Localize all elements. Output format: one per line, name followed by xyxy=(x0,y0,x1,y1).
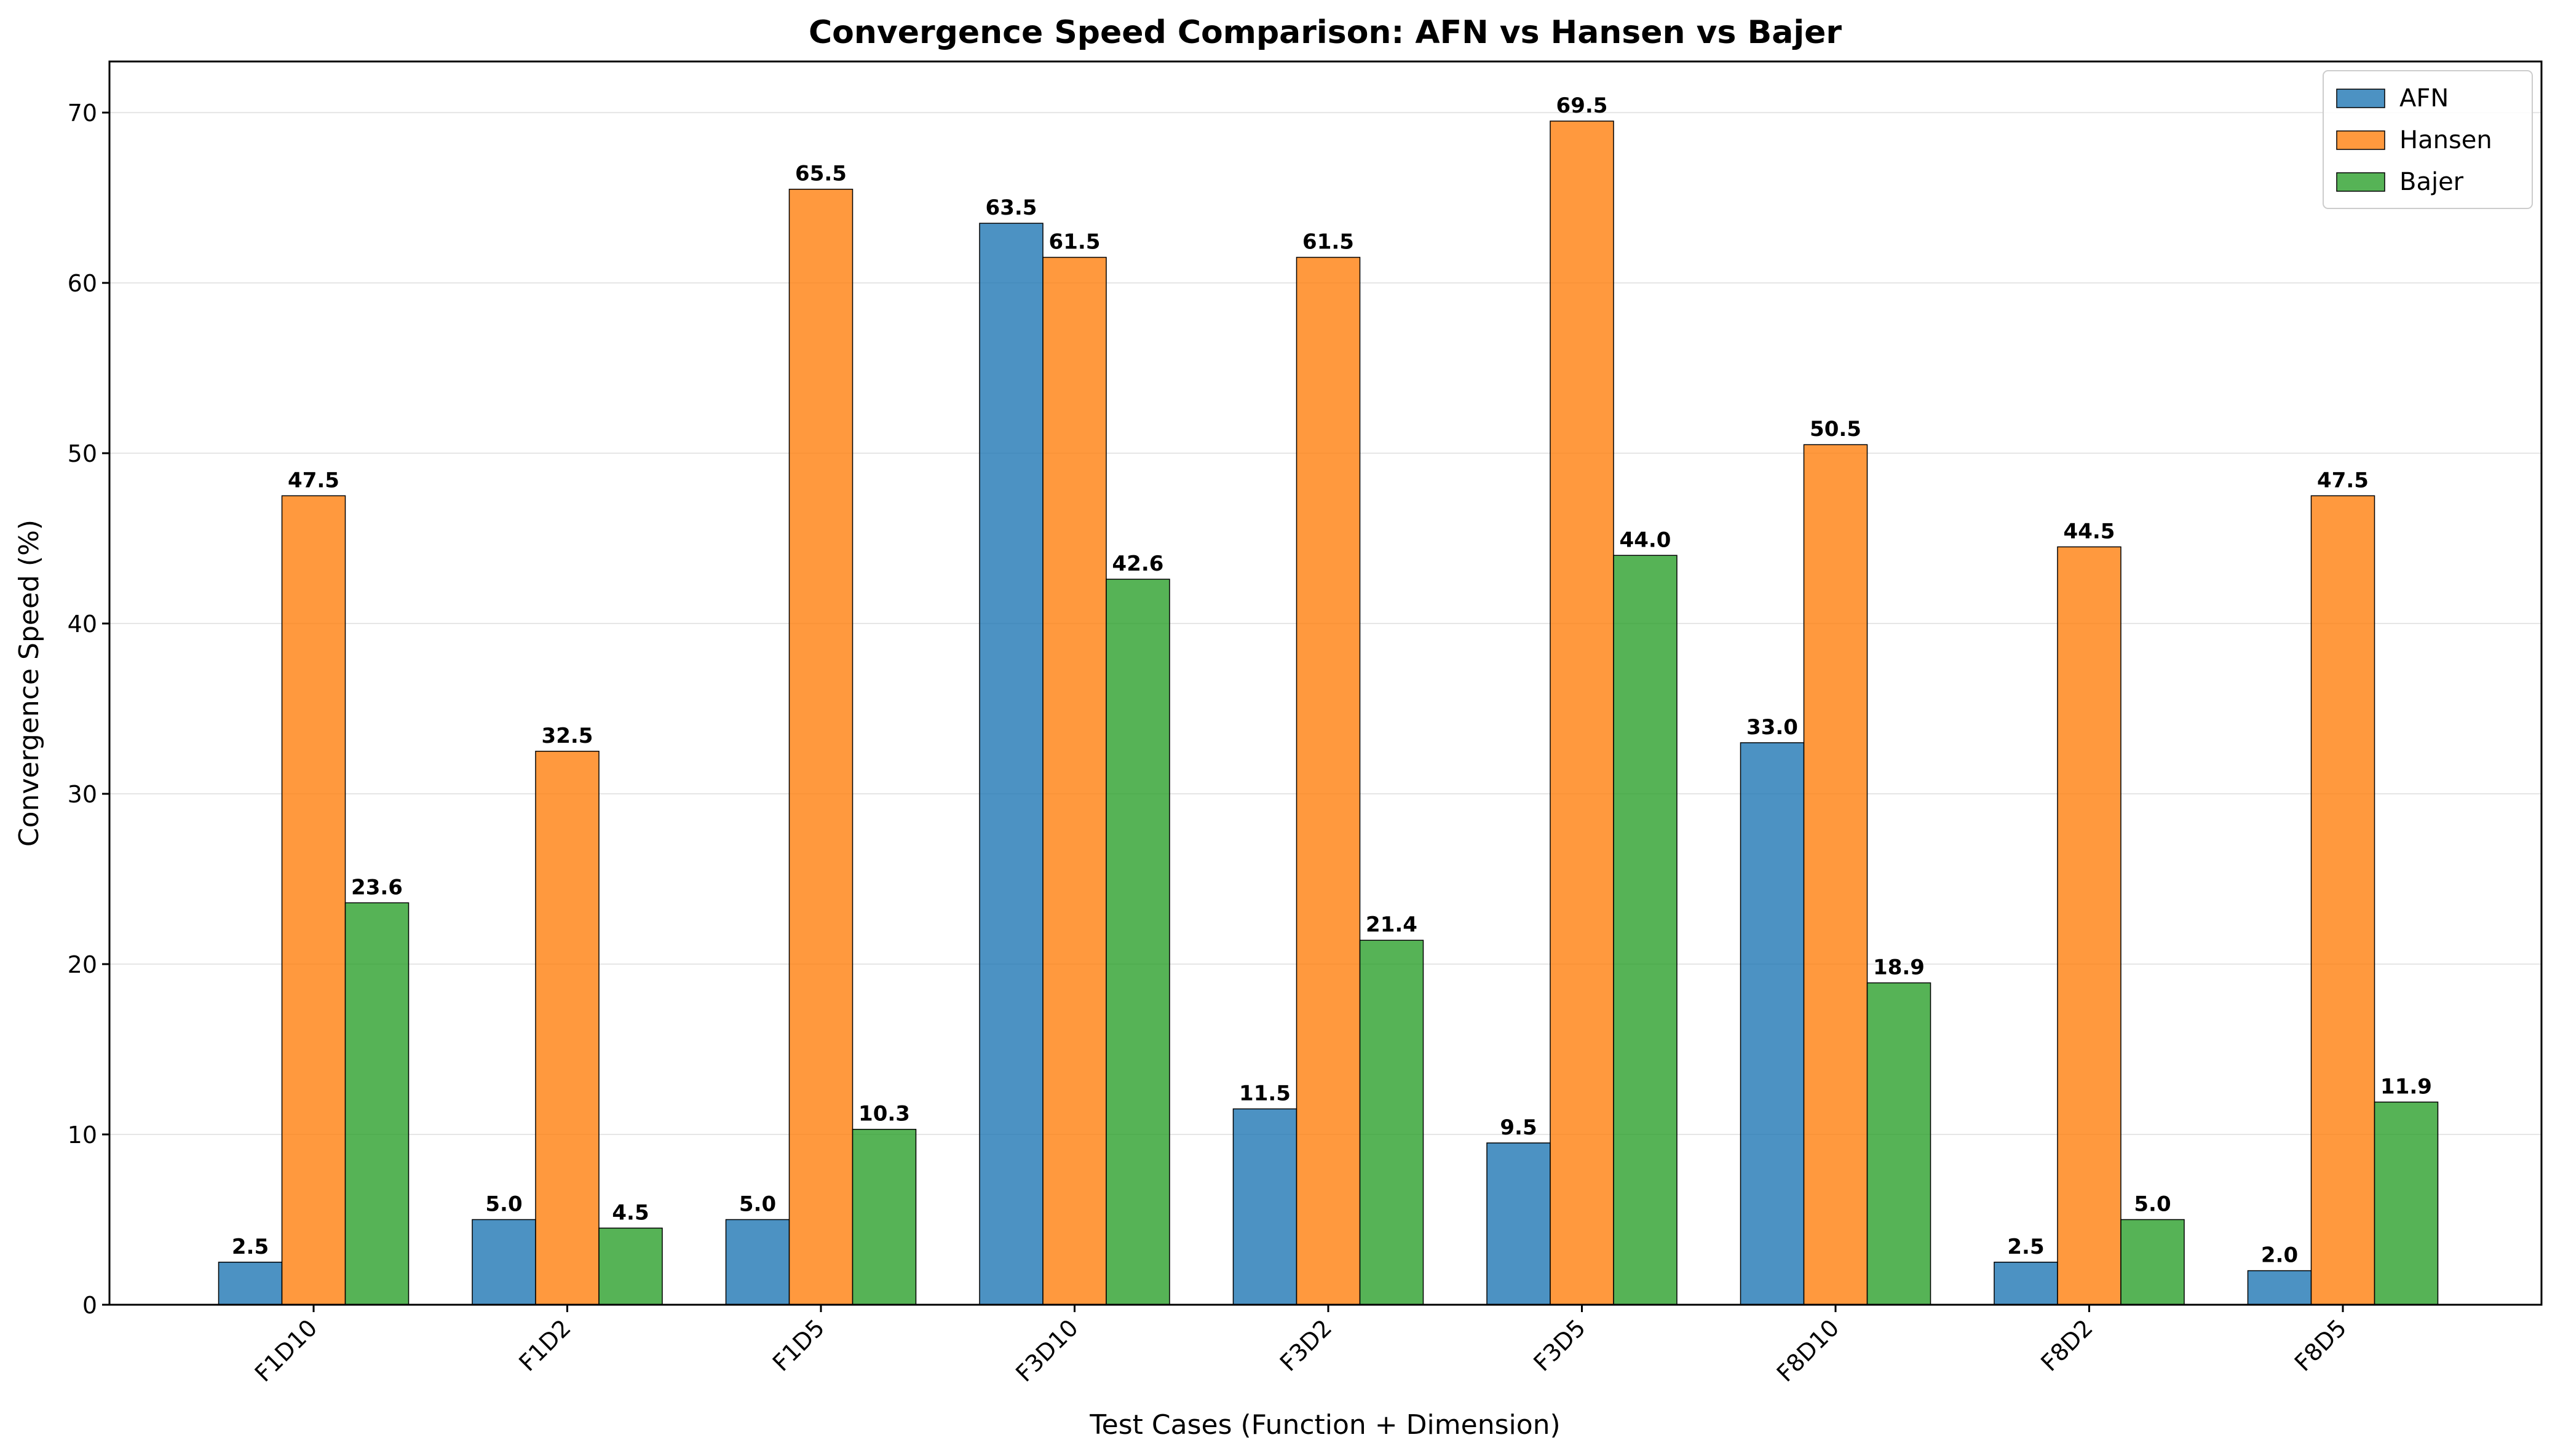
bar-afn-f1d10 xyxy=(218,1262,283,1305)
data-label: 18.9 xyxy=(1873,955,1925,979)
bar-afn-f3d10 xyxy=(979,223,1044,1305)
data-label: 23.6 xyxy=(351,875,403,900)
data-label: 42.6 xyxy=(1112,552,1164,576)
bar-hansen-f8d5 xyxy=(2310,495,2375,1305)
bar-afn-f8d5 xyxy=(2247,1270,2312,1305)
y-tick-label: 50 xyxy=(68,440,97,467)
bar-hansen-f3d5 xyxy=(1550,121,1614,1305)
y-tick-label: 0 xyxy=(82,1292,97,1319)
data-label: 50.5 xyxy=(1810,417,1861,441)
x-axis-label: Test Cases (Function + Dimension) xyxy=(1089,1409,1560,1441)
legend-label-bajer: Bajer xyxy=(2399,168,2464,196)
data-label: 33.0 xyxy=(1746,715,1798,740)
data-label: 47.5 xyxy=(2317,468,2369,493)
y-tick-label: 10 xyxy=(68,1122,97,1149)
data-label: 2.5 xyxy=(232,1235,269,1259)
bar-afn-f3d2 xyxy=(1232,1108,1297,1305)
data-label: 47.5 xyxy=(288,468,339,493)
legend-swatch-bajer xyxy=(2336,172,2385,192)
data-label: 5.0 xyxy=(485,1192,522,1217)
data-label: 10.3 xyxy=(858,1102,910,1126)
y-tick-label: 40 xyxy=(68,611,97,638)
y-axis-label: Convergence Speed (%) xyxy=(14,520,45,847)
data-label: 21.4 xyxy=(1366,912,1417,937)
bar-bajer-f1d10 xyxy=(344,902,410,1305)
data-label: 4.5 xyxy=(612,1200,649,1225)
bar-afn-f3d5 xyxy=(1486,1142,1551,1305)
data-label: 32.5 xyxy=(542,724,593,748)
data-label: 61.5 xyxy=(1302,230,1354,255)
y-tick-label: 20 xyxy=(68,951,97,978)
y-tick-label: 60 xyxy=(68,270,97,297)
data-label: 5.0 xyxy=(2134,1192,2171,1217)
data-label: 5.0 xyxy=(739,1192,776,1217)
bar-bajer-f8d5 xyxy=(2374,1101,2439,1305)
bar-afn-f8d10 xyxy=(1740,742,1805,1305)
bar-hansen-f1d2 xyxy=(535,751,600,1305)
bar-bajer-f3d5 xyxy=(1613,555,1678,1305)
data-label: 9.5 xyxy=(1500,1115,1537,1140)
data-label: 65.5 xyxy=(795,162,847,186)
bar-afn-f8d2 xyxy=(1994,1262,2058,1305)
data-label: 44.0 xyxy=(1620,528,1671,552)
plot-frame xyxy=(108,60,2543,1306)
bar-hansen-f3d2 xyxy=(1296,256,1361,1305)
bar-bajer-f8d2 xyxy=(2120,1219,2185,1305)
data-label: 61.5 xyxy=(1049,230,1101,255)
data-label: 11.5 xyxy=(1239,1081,1291,1106)
bar-hansen-f1d5 xyxy=(788,188,854,1305)
bar-afn-f1d5 xyxy=(725,1219,790,1305)
legend-swatch-afn xyxy=(2336,89,2385,108)
data-label: 63.5 xyxy=(986,196,1037,220)
bar-hansen-f1d10 xyxy=(281,495,346,1305)
data-label: 2.5 xyxy=(2007,1235,2044,1259)
data-labels: 2.5 47.5 23.6 5.0 32.5 4.5 5.0 65.5 10.3 63.5 61.5… xyxy=(232,93,2432,1268)
bar-bajer-f1d5 xyxy=(852,1128,917,1305)
bar-bajer-f3d10 xyxy=(1106,579,1170,1305)
data-label: 11.9 xyxy=(2380,1074,2432,1099)
bar-hansen-f8d10 xyxy=(1803,444,1868,1305)
data-label: 69.5 xyxy=(1556,93,1608,118)
bars xyxy=(218,121,2439,1305)
data-label: 2.0 xyxy=(2261,1243,2298,1268)
data-label: 44.5 xyxy=(2064,519,2115,544)
bar-bajer-f1d2 xyxy=(598,1227,663,1305)
bar-afn-f1d2 xyxy=(472,1219,536,1305)
legend-label-hansen: Hansen xyxy=(2399,126,2492,154)
legend: AFN Hansen Bajer xyxy=(2323,70,2533,209)
bar-bajer-f8d10 xyxy=(1866,982,1931,1305)
bar-hansen-f3d10 xyxy=(1042,256,1107,1305)
bar-hansen-f8d2 xyxy=(2057,546,2121,1305)
legend-label-afn: AFN xyxy=(2399,84,2449,113)
y-axis: 0 10 20 30 40 50 60 70 xyxy=(68,100,109,1319)
y-tick-label: 30 xyxy=(68,781,97,808)
chart-title: Convergence Speed Comparison: AFN vs Han… xyxy=(809,14,1842,51)
y-tick-label: 70 xyxy=(68,100,97,127)
bar-bajer-f3d2 xyxy=(1359,940,1424,1305)
legend-swatch-hansen xyxy=(2336,130,2385,150)
